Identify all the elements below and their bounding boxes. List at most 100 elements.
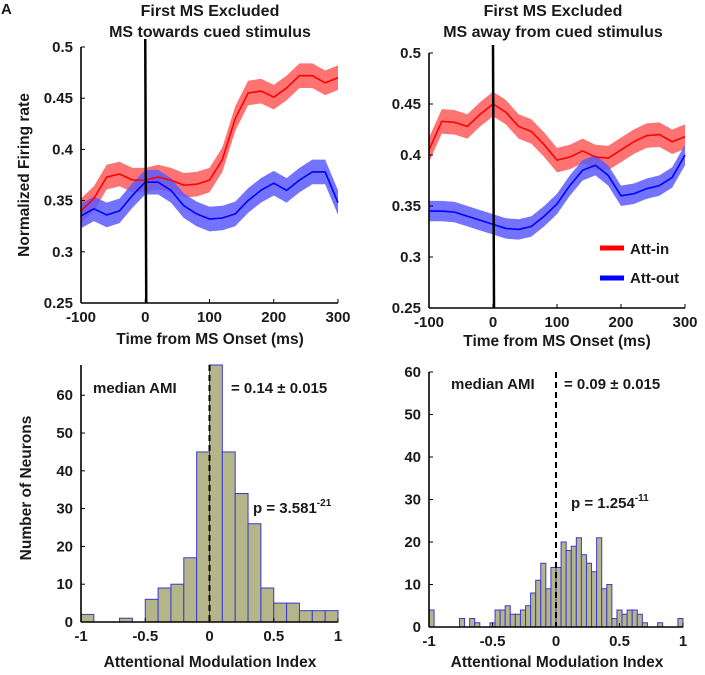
- chart4-histogram-bar: [631, 609, 638, 628]
- chart4-histogram-bar: [585, 562, 593, 628]
- chart2-title-line2: MS away from cued stimulus: [443, 24, 663, 41]
- chart1-xlabel: Time from MS Onset (ms): [116, 331, 303, 348]
- chart4-y-tick-label: 0: [413, 619, 421, 636]
- chart3-p-exponent: -21: [317, 498, 332, 509]
- chart1-x-tick-label: 200: [261, 309, 286, 326]
- chart4-x-tick-label: -1: [422, 633, 435, 650]
- chart4-histogram-bar: [545, 588, 552, 628]
- chart4-xlabel: Attentional Modulation Index: [451, 654, 664, 671]
- chart1-ylabel: Normalized Firing rate: [16, 93, 33, 257]
- chart4-histogram-bar: [499, 609, 506, 628]
- chart2-y-tick-label: 0.45: [392, 96, 421, 113]
- chart4-y-tick-label: 10: [404, 577, 421, 594]
- chart3-xlabel: Attentional Modulation Index: [104, 654, 317, 671]
- chart3-x-tick-label: -1: [74, 628, 87, 645]
- chart1-y-tick-label: 0.5: [52, 39, 73, 56]
- chart4-histogram-bar: [509, 613, 516, 628]
- chart4-x-tick-label: 1: [679, 633, 687, 650]
- chart4-histogram-bar: [519, 609, 527, 628]
- chart3-histogram-bar: [324, 610, 339, 623]
- chart4-p-exponent: -11: [635, 493, 649, 504]
- chart2-y-tick-label: 0.25: [392, 300, 421, 317]
- chart3-p-value: p = 3.581-21: [253, 498, 332, 517]
- chart3-p-label: p = 3.581: [253, 500, 317, 517]
- chart3-y-tick-label: 50: [56, 425, 73, 442]
- chart4-histogram-bar: [591, 571, 598, 628]
- chart1-x-tick-label: -100: [66, 309, 96, 326]
- chart1-y-tick-label: 0.3: [52, 244, 73, 261]
- chart1-y-tick-label: 0.45: [44, 90, 73, 107]
- chart3-histogram-bar: [183, 557, 198, 623]
- chart1-title-line2: MS towards cued stimulus: [109, 24, 311, 41]
- chart3-histogram-bar: [298, 610, 313, 623]
- chart3-histogram-bar: [196, 451, 210, 623]
- chart3-x-tick-label: 0.5: [263, 628, 284, 645]
- chart4-histogram-bar: [530, 592, 537, 628]
- chart4-histogram-bar: [570, 545, 577, 628]
- chart4-histogram-bar: [636, 613, 643, 628]
- chart4-y-tick-label: 60: [404, 364, 421, 381]
- chart2-att-out-line: [429, 154, 686, 231]
- chart3-x-tick-label: -0.5: [132, 628, 158, 645]
- chart4-x-tick-label: -0.5: [480, 633, 506, 650]
- chart3-y-tick-label: 10: [56, 576, 73, 593]
- chart3-histogram-bar: [234, 493, 249, 623]
- chart3-y-tick-label: 0: [65, 614, 73, 631]
- chart2-onset-line: [491, 44, 496, 309]
- chart4-median-label: median AMI: [451, 376, 535, 393]
- chart4-histogram-bar: [525, 605, 532, 628]
- chart4-histogram-bar: [535, 579, 542, 628]
- chart2-x-tick-label: -100: [414, 314, 444, 331]
- chart4-histogram-bar: [596, 537, 603, 628]
- chart4-histogram-bar: [677, 618, 684, 628]
- chart4-histogram-bar: [494, 609, 501, 628]
- legend-att-out-label: Att-out: [630, 270, 679, 287]
- chart3-histogram-bar: [247, 523, 262, 623]
- chart2-x-tick-label: 100: [544, 314, 569, 331]
- chart3-histogram-bar: [286, 602, 300, 623]
- chart3-y-tick-label: 20: [56, 538, 73, 555]
- chart4-p-label: p = 1.254: [571, 495, 635, 512]
- chart3-y-tick-label: 60: [56, 387, 73, 404]
- chart1-att-in-line: [80, 74, 339, 212]
- chart4-histogram-bar: [601, 588, 608, 628]
- chart1-onset-line: [144, 38, 148, 304]
- chart4-p-value: p = 1.254-11: [571, 493, 649, 512]
- chart4-x-tick-label: 0: [552, 633, 560, 650]
- chart2-x-tick-label: 0: [489, 314, 497, 331]
- chart4-y-tick-label: 40: [404, 449, 421, 466]
- chart3-histogram-bar: [273, 602, 288, 623]
- chart4-histogram-bar: [575, 537, 582, 628]
- chart4-y-tick-label: 20: [404, 534, 421, 551]
- chart2-y-tick-label: 0.4: [400, 147, 422, 164]
- chart2-x-tick-label: 300: [672, 314, 697, 331]
- chart2-y-tick-label: 0.3: [400, 249, 421, 266]
- chart3-histogram-bar: [157, 587, 172, 623]
- chart3-histogram-bar: [144, 598, 159, 623]
- legend-att-in-label: Att-in: [630, 241, 669, 258]
- chart4-histogram-bar: [606, 584, 613, 628]
- chart4-histogram-bar: [458, 618, 466, 628]
- chart4-histogram-bar: [514, 613, 521, 628]
- chart4-x-tick-label: 0.5: [609, 633, 630, 650]
- chart3-histogram-bar: [311, 610, 326, 623]
- chart4-histogram-bar: [504, 605, 511, 628]
- panel-label: A: [1, 1, 12, 18]
- chart1-y-tick-label: 0.25: [44, 295, 73, 312]
- chart4-median-value: = 0.09 ± 0.015: [564, 376, 660, 393]
- chart4-histogram-bar: [469, 618, 476, 628]
- chart1-y-tick-label: 0.4: [52, 141, 74, 158]
- chart4-histogram-bar: [565, 550, 572, 628]
- chart1-title-line1: First MS Excluded: [141, 3, 280, 20]
- chart3-median-label: median AMI: [93, 380, 177, 397]
- chart3-median-value: = 0.14 ± 0.015: [231, 380, 327, 397]
- chart1-x-tick-label: 300: [325, 309, 350, 326]
- chart4-histogram-bar: [580, 554, 587, 628]
- chart4-histogram-bar: [540, 562, 547, 628]
- chart3-histogram-bar: [209, 364, 223, 623]
- chart2-att-in-line: [428, 103, 686, 161]
- chart4-histogram-bar: [626, 609, 633, 628]
- chart4-histogram-bar: [560, 541, 567, 628]
- chart3-histogram-bar: [80, 613, 95, 623]
